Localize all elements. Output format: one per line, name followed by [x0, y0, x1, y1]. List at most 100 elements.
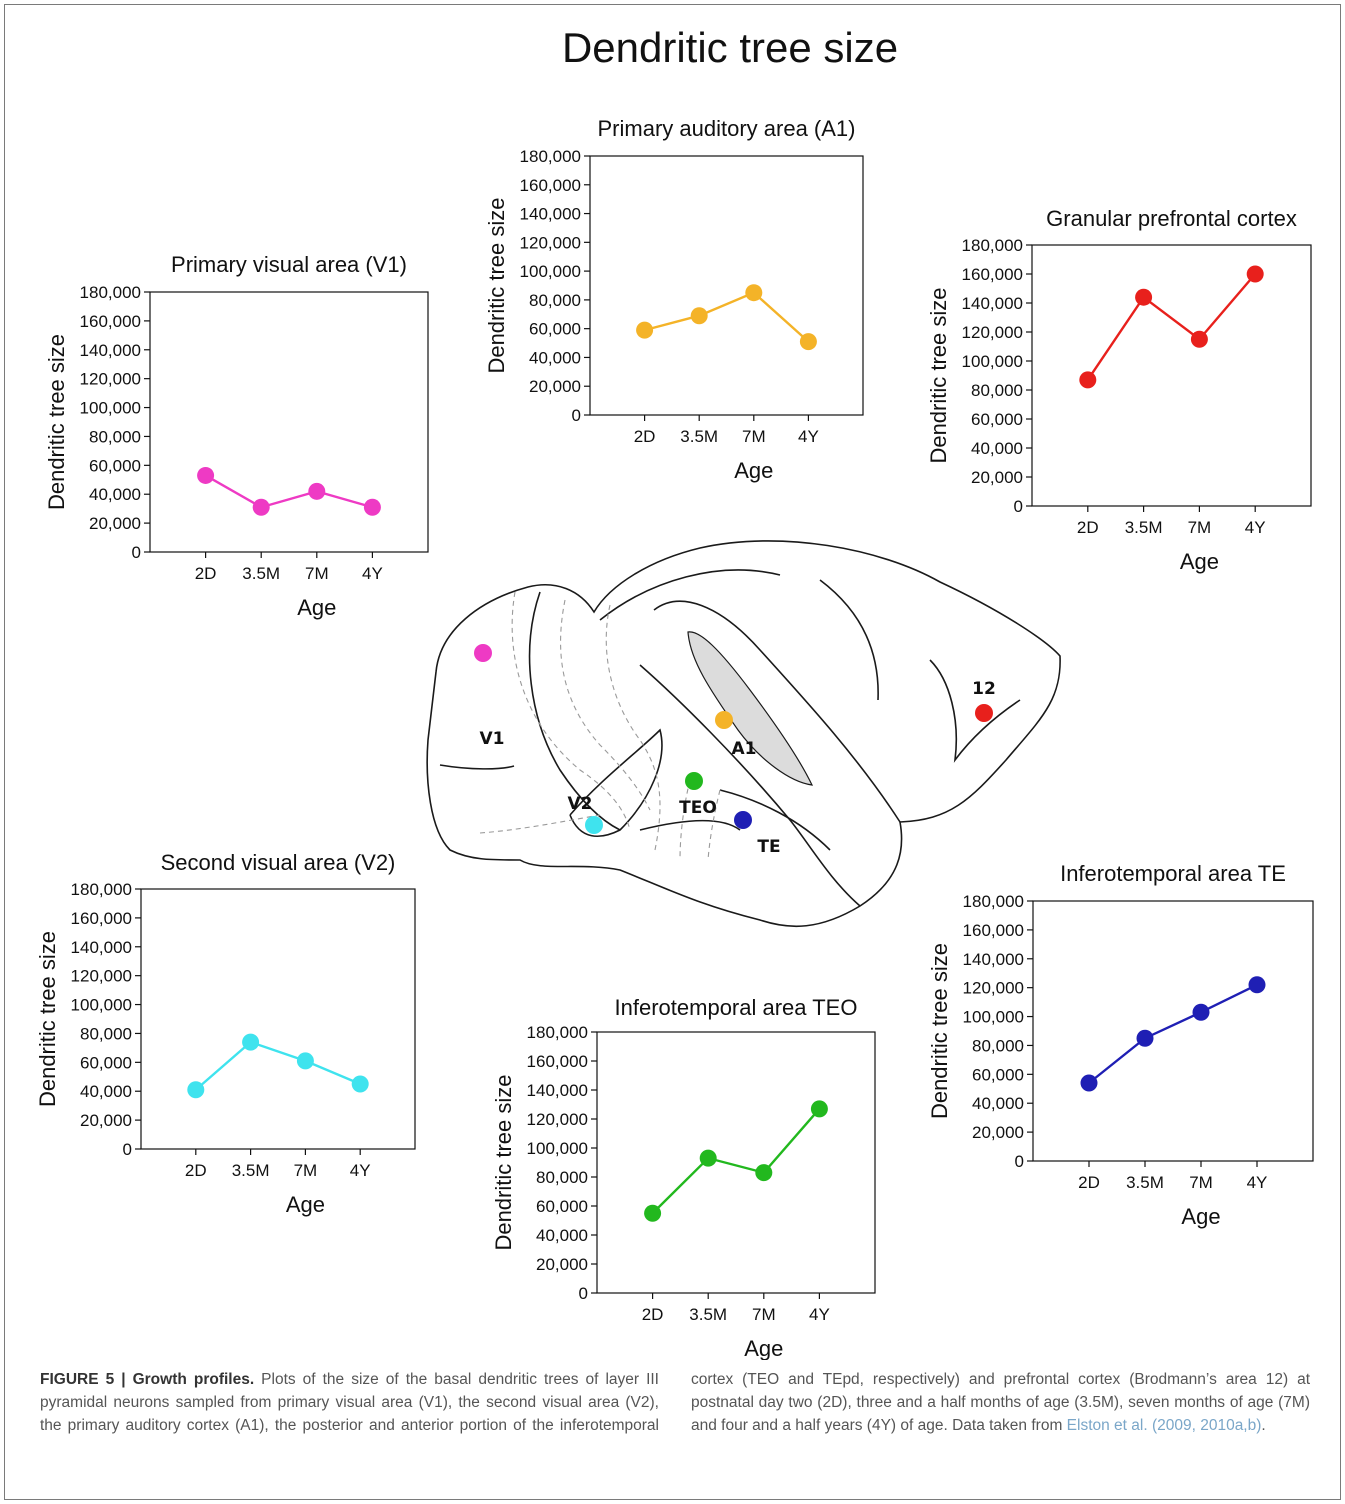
- y-axis-label: Dendritic tree size: [926, 287, 951, 463]
- site-teo-dot: [685, 772, 703, 790]
- plot-frame: [589, 155, 864, 416]
- y-tick-label: 160,000: [527, 1052, 588, 1071]
- x-axis-label: Age: [1180, 549, 1219, 574]
- data-point: [252, 498, 270, 516]
- label-a1: A1: [732, 739, 757, 759]
- brain-outline: [426, 540, 1061, 928]
- y-tick-label: 160,000: [80, 312, 141, 331]
- label-te: TE: [757, 837, 780, 857]
- data-point: [1136, 1029, 1154, 1047]
- inferior-occipital-sulcus: [439, 764, 515, 770]
- x-tick-label: 2D: [1078, 1173, 1100, 1192]
- y-tick-label: 80,000: [971, 381, 1023, 400]
- y-tick-label: 140,000: [71, 938, 132, 957]
- series-line: [651, 1108, 821, 1215]
- y-tick-label: 100,000: [80, 399, 141, 418]
- y-tick-label: 140,000: [527, 1081, 588, 1100]
- x-tick-label: 4Y: [362, 564, 383, 583]
- chart-pfc: Granular prefrontal cortex 0 20,000 40,000 6…: [926, 206, 1312, 574]
- insula-region: [687, 631, 814, 786]
- plot-frame: [1032, 900, 1314, 1162]
- y-tick-label: 40,000: [89, 485, 141, 504]
- plot-frame: [149, 291, 429, 553]
- figure-canvas: Dendritic tree size V1 A1 12: [35, 24, 1314, 1360]
- plot-frame: [596, 1031, 876, 1294]
- data-point: [690, 307, 708, 325]
- y-tick-label: 20,000: [971, 468, 1023, 487]
- y-tick-label: 160,000: [520, 176, 581, 195]
- figure-caption: FIGURE 5 | Growth profiles. Plots of the…: [40, 1368, 1310, 1437]
- caption-end: .: [1261, 1417, 1266, 1434]
- y-axis-label: Dendritic tree size: [35, 931, 60, 1107]
- inferior-occipital-fold: [569, 728, 663, 837]
- x-tick-label: 4Y: [798, 427, 819, 446]
- y-tick-label: 140,000: [520, 205, 581, 224]
- data-point: [187, 1081, 205, 1099]
- data-point: [1248, 976, 1266, 994]
- x-tick-label: 2D: [185, 1161, 207, 1180]
- caption-citation[interactable]: Elston et al. (2009, 2010a,b): [1066, 1417, 1262, 1434]
- x-tick-label: 3.5M: [1125, 518, 1163, 537]
- data-point: [810, 1100, 828, 1118]
- x-tick-label: 2D: [634, 427, 656, 446]
- y-tick-label: 180,000: [962, 236, 1023, 255]
- frontal-sulcus: [819, 579, 879, 701]
- x-tick-label: 7M: [1188, 518, 1212, 537]
- charts-layer: Primary visual area (V1) 0 20,000 40,000 60,…: [35, 116, 1314, 1360]
- y-tick-label: 120,000: [520, 233, 581, 252]
- chart-v2: Second visual area (V2) 0 20,000 40,000 60,0…: [35, 850, 416, 1217]
- y-tick-label: 180,000: [71, 880, 132, 899]
- y-tick-label: 100,000: [71, 996, 132, 1015]
- y-tick-label: 60,000: [89, 456, 141, 475]
- x-tick-label: 7M: [294, 1161, 318, 1180]
- series-line: [205, 474, 373, 509]
- chart-a1: Primary auditory area (A1) 0 20,000 40,000 6…: [484, 116, 864, 483]
- data-point: [1080, 1074, 1098, 1092]
- data-point: [799, 333, 817, 351]
- data-point: [644, 1204, 662, 1222]
- figure-frame: [4, 4, 1341, 1500]
- intraparietal-sulcus: [599, 569, 781, 621]
- site-area12-dot: [975, 704, 993, 722]
- site-v2-dot: [585, 816, 603, 834]
- temporal-pole-fold: [719, 789, 831, 851]
- y-tick-label: 80,000: [536, 1168, 588, 1187]
- y-tick-label: 80,000: [529, 291, 581, 310]
- y-tick-label: 100,000: [520, 262, 581, 281]
- series-line: [195, 1040, 361, 1091]
- chart-title: Second visual area (V2): [161, 850, 396, 875]
- y-tick-label: 100,000: [962, 352, 1023, 371]
- x-tick-label: 7M: [752, 1305, 776, 1324]
- y-axis-label: Dendritic tree size: [484, 197, 509, 373]
- plot-frame: [1031, 244, 1312, 507]
- y-tick-label: 100,000: [963, 1008, 1024, 1027]
- y-tick-label: 120,000: [80, 370, 141, 389]
- data-point: [351, 1075, 369, 1093]
- y-tick-label: 0: [579, 1284, 588, 1303]
- plot-frame: [140, 888, 416, 1150]
- y-tick-label: 140,000: [963, 950, 1024, 969]
- brain-sites: V1 A1 12 V2 TEO TE: [474, 644, 996, 857]
- y-tick-label: 120,000: [963, 979, 1024, 998]
- x-tick-label: 3.5M: [232, 1161, 270, 1180]
- y-tick-label: 180,000: [527, 1023, 588, 1042]
- y-tick-label: 20,000: [972, 1123, 1024, 1142]
- x-tick-label: 4Y: [1245, 518, 1266, 537]
- y-tick-label: 140,000: [80, 341, 141, 360]
- y-tick-label: 0: [572, 406, 581, 425]
- data-point: [755, 1164, 773, 1182]
- x-axis-label: Age: [286, 1192, 325, 1217]
- label-area12: 12: [972, 679, 996, 699]
- y-tick-label: 60,000: [80, 1053, 132, 1072]
- x-axis-label: Age: [734, 458, 773, 483]
- y-tick-label: 80,000: [80, 1024, 132, 1043]
- y-tick-label: 120,000: [962, 323, 1023, 342]
- chart-v1: Primary visual area (V1) 0 20,000 40,000 60,…: [44, 252, 429, 620]
- y-tick-label: 40,000: [80, 1082, 132, 1101]
- data-point: [1079, 371, 1097, 389]
- y-tick-label: 60,000: [536, 1197, 588, 1216]
- x-tick-label: 7M: [1189, 1173, 1213, 1192]
- chart-title: Inferotemporal area TEO: [615, 995, 858, 1020]
- y-tick-label: 20,000: [80, 1111, 132, 1130]
- label-v2: V2: [568, 794, 593, 814]
